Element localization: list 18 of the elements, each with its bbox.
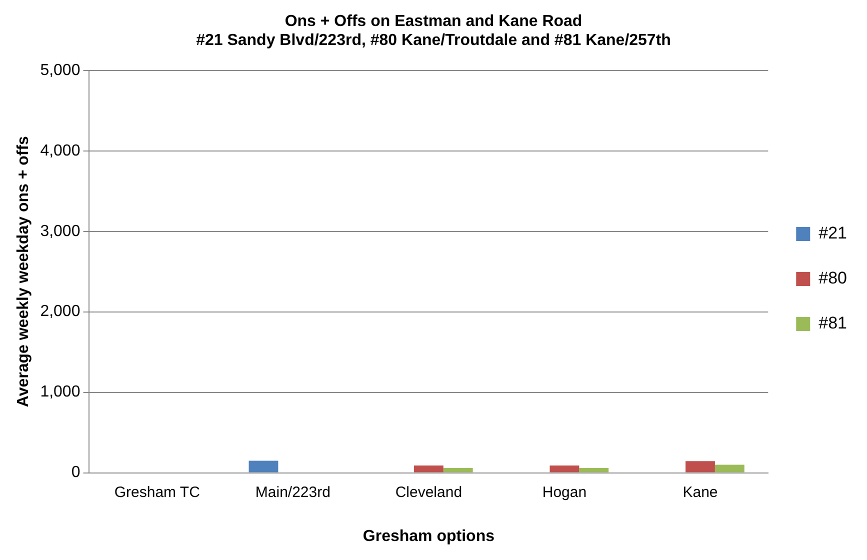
y-tick-label: 3,000: [40, 222, 80, 240]
y-tick-label: 4,000: [40, 142, 80, 160]
x-axis-title: Gresham options: [362, 528, 495, 545]
y-tick-label: 0: [71, 464, 80, 482]
x-tick-label: Kane: [682, 484, 718, 501]
y-tick-label: 2,000: [40, 303, 80, 320]
y-axis-title: Average weekly weekday ons + offs: [15, 136, 32, 408]
legend-label: #80: [818, 268, 848, 288]
x-tick-label: Cleveland: [395, 484, 462, 501]
text: Ons + Offs on Eastman and Kane Road: [284, 13, 582, 30]
y-tick-label: 1,000: [40, 384, 80, 401]
x-tick-label: Hogan: [542, 484, 587, 501]
y-tick-label: 5,000: [40, 62, 80, 79]
legend-label: #21: [818, 224, 848, 243]
x-tick-label: Main/223rd: [255, 484, 330, 501]
x-tick-label: Gresham TC: [114, 484, 200, 501]
legend-label: #81: [818, 314, 848, 333]
text: #21 Sandy Blvd/223rd, #80 Kane/Troutdale and #81 Kane/257th: [196, 32, 671, 50]
